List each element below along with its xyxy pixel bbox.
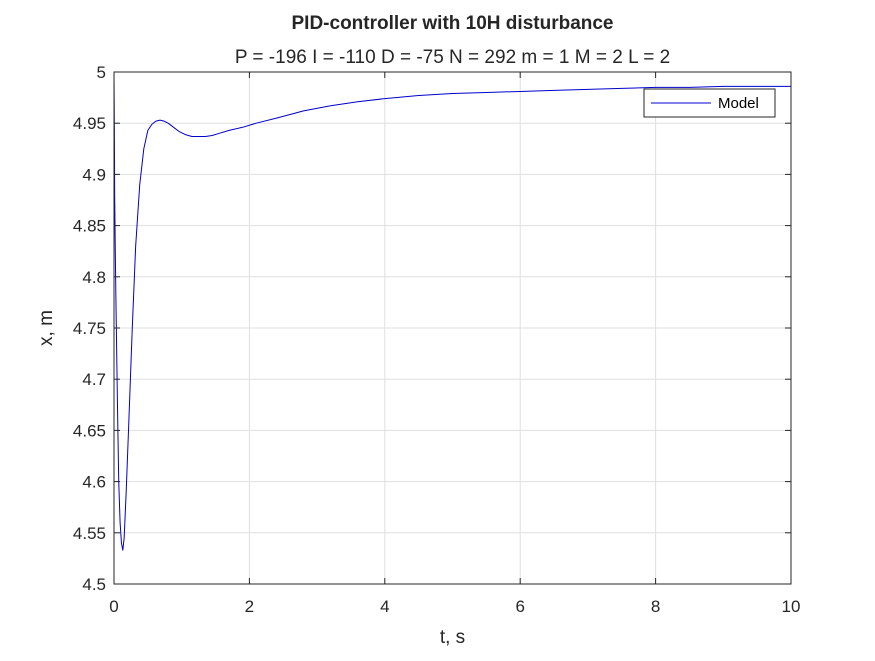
y-tick-label: 4.5: [82, 575, 106, 594]
x-tick-label: 4: [380, 597, 389, 616]
chart-subtitle: P = -196 I = -110 D = -75 N = 292 m = 1 …: [235, 47, 670, 68]
x-tick-label: 6: [515, 597, 524, 616]
y-tick-label: 5: [97, 63, 106, 82]
x-tick-label: 0: [109, 597, 118, 616]
x-axis-label: t, s: [440, 627, 465, 648]
y-tick-label: 4.75: [73, 319, 106, 338]
ticks: 0 2 4 6 8 10 4.5 4.55 4.6 4.65 4.7 4.75 4.8 4.85 4.9 4.…: [73, 63, 801, 616]
y-axis-label: x, m: [36, 310, 57, 346]
y-tick-label: 4.7: [82, 370, 106, 389]
legend-label-model: Model: [718, 95, 759, 112]
y-tick-label: 4.65: [73, 421, 106, 440]
y-tick-label: 4.85: [73, 217, 106, 236]
x-tick-label: 2: [245, 597, 254, 616]
y-tick-label: 4.95: [73, 114, 106, 133]
y-tick-label: 4.9: [82, 165, 106, 184]
x-tick-label: 8: [651, 597, 660, 616]
chart-title: PID-controller with 10H disturbance: [292, 13, 614, 34]
y-tick-label: 4.55: [73, 524, 106, 543]
legend: Model: [643, 88, 776, 118]
y-tick-label: 4.6: [82, 473, 106, 492]
y-tick-label: 4.8: [82, 268, 106, 287]
x-tick-label: 10: [782, 597, 801, 616]
series-line-model: [113, 71, 791, 551]
series-layer: [113, 71, 791, 551]
